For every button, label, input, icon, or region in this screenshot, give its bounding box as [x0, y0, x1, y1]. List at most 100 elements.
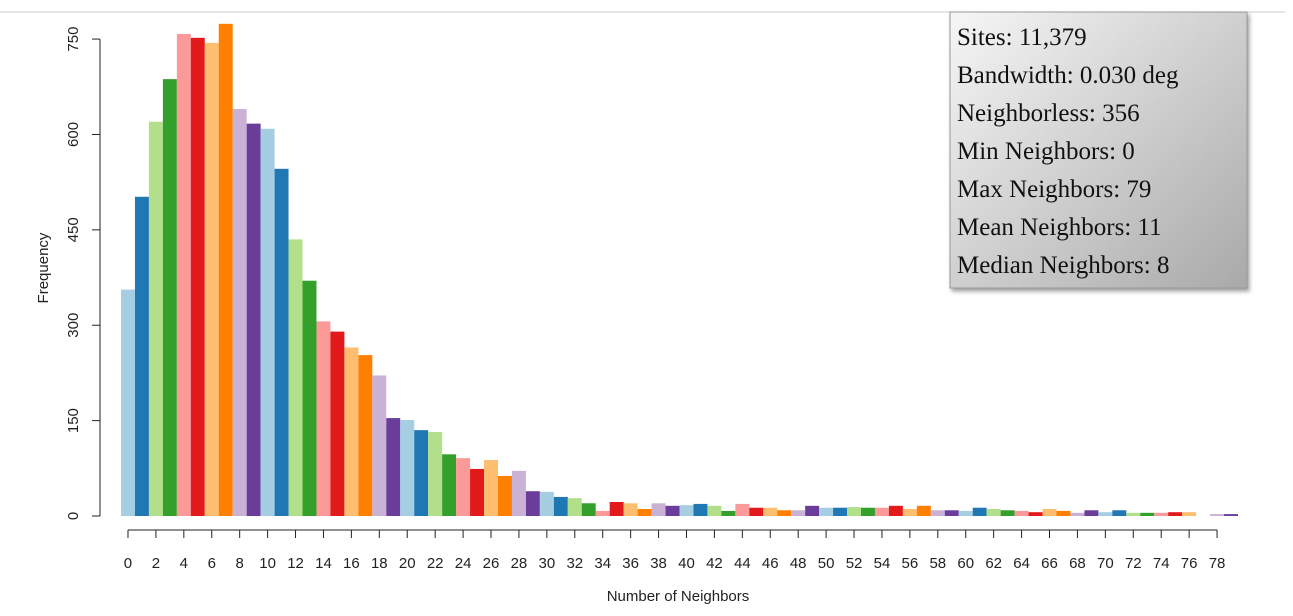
x-tick-label: 2	[152, 555, 160, 572]
bar	[1098, 512, 1113, 516]
bar	[916, 505, 931, 516]
bar	[847, 507, 862, 516]
bar	[567, 498, 582, 516]
y-tick-label: 750	[65, 27, 82, 52]
bar	[679, 505, 694, 516]
bar	[721, 510, 736, 516]
bar	[344, 347, 359, 516]
x-tick-label: 16	[343, 555, 360, 572]
x-tick-label: 12	[287, 555, 304, 572]
x-tick-label: 46	[762, 555, 779, 572]
x-tick-label: 24	[455, 555, 472, 572]
x-tick-label: 68	[1069, 555, 1086, 572]
x-tick-label: 64	[1013, 555, 1030, 572]
x-tick-label: 4	[180, 555, 188, 572]
bar	[511, 470, 526, 516]
bar	[1042, 509, 1057, 516]
bar	[1084, 510, 1099, 516]
bar	[386, 418, 401, 516]
bar	[651, 503, 666, 516]
bar	[525, 491, 540, 516]
bar	[316, 321, 331, 516]
x-tick-label: 14	[315, 555, 332, 572]
bar	[400, 419, 415, 516]
bar	[414, 430, 429, 516]
x-tick-label: 70	[1097, 555, 1114, 572]
bar	[330, 331, 345, 516]
bar	[833, 507, 848, 516]
bar	[553, 496, 568, 516]
x-tick-label: 66	[1041, 555, 1058, 572]
bar	[791, 510, 806, 516]
x-tick-label: 22	[427, 555, 444, 572]
bar	[609, 502, 624, 516]
x-tick-label: 44	[734, 555, 751, 572]
stats: Sites: 11,379 Bandwidth: 0.030 deg Neighbo…	[957, 24, 1179, 279]
x-tick-label: 76	[1181, 555, 1198, 572]
x-tick-label: 58	[929, 555, 946, 572]
bar	[1154, 512, 1169, 516]
x-tick-label: 78	[1209, 555, 1226, 572]
x-tick-label: 50	[818, 555, 835, 572]
bar	[1056, 510, 1071, 516]
bar	[288, 239, 303, 516]
bar	[260, 128, 275, 516]
bar	[581, 503, 596, 516]
bar	[470, 468, 485, 516]
stat-line: Min Neighbors: 0	[957, 138, 1135, 165]
bar	[121, 289, 135, 516]
bar	[819, 507, 834, 516]
bar	[204, 42, 219, 517]
x-tick-label: 32	[566, 555, 583, 572]
x-tick-label: 36	[622, 555, 639, 572]
x-tick-label: 38	[650, 555, 667, 572]
bar	[623, 503, 638, 516]
x-tick-label: 72	[1125, 555, 1142, 572]
x-tick-label: 54	[874, 555, 891, 572]
bar	[763, 507, 778, 516]
bar	[888, 505, 903, 516]
bar	[302, 280, 317, 516]
bar	[861, 507, 875, 516]
bar	[777, 510, 792, 516]
x-tick-label: 0	[124, 555, 132, 572]
bar	[902, 509, 917, 516]
bar	[1140, 512, 1155, 516]
x-axis-label: Number of Neighbors	[607, 588, 750, 605]
bar	[693, 503, 708, 516]
x-tick-label: 40	[678, 555, 695, 572]
bar	[176, 33, 191, 516]
y-tick-label: 600	[65, 122, 82, 147]
bar	[162, 79, 177, 516]
bar	[1182, 512, 1197, 516]
x-tick-label: 28	[511, 555, 528, 572]
bar	[805, 505, 820, 516]
x-tick-label: 74	[1153, 555, 1170, 572]
bar	[1014, 510, 1029, 516]
bar	[190, 37, 205, 517]
x-tick-label: 6	[208, 555, 216, 572]
bar	[134, 196, 149, 516]
x-tick-label: 30	[539, 555, 556, 572]
bar	[735, 503, 750, 516]
bar	[986, 509, 1001, 516]
bar	[484, 460, 498, 516]
x-tick-label: 60	[957, 555, 974, 572]
bar	[1070, 512, 1085, 516]
stat-line: Mean Neighbors: 11	[957, 214, 1162, 241]
x-tick-label: 26	[483, 555, 500, 572]
bar	[1168, 512, 1183, 516]
bar	[874, 507, 889, 516]
bar	[246, 123, 261, 517]
bar	[930, 510, 945, 516]
bar	[749, 507, 764, 516]
bar	[1000, 510, 1015, 516]
bar	[665, 505, 680, 516]
x-tick-label: 48	[790, 555, 807, 572]
bar	[972, 507, 987, 516]
stat-line: Sites: 11,379	[957, 24, 1087, 51]
x-tick-label: 56	[902, 555, 919, 572]
bar	[1112, 510, 1127, 516]
